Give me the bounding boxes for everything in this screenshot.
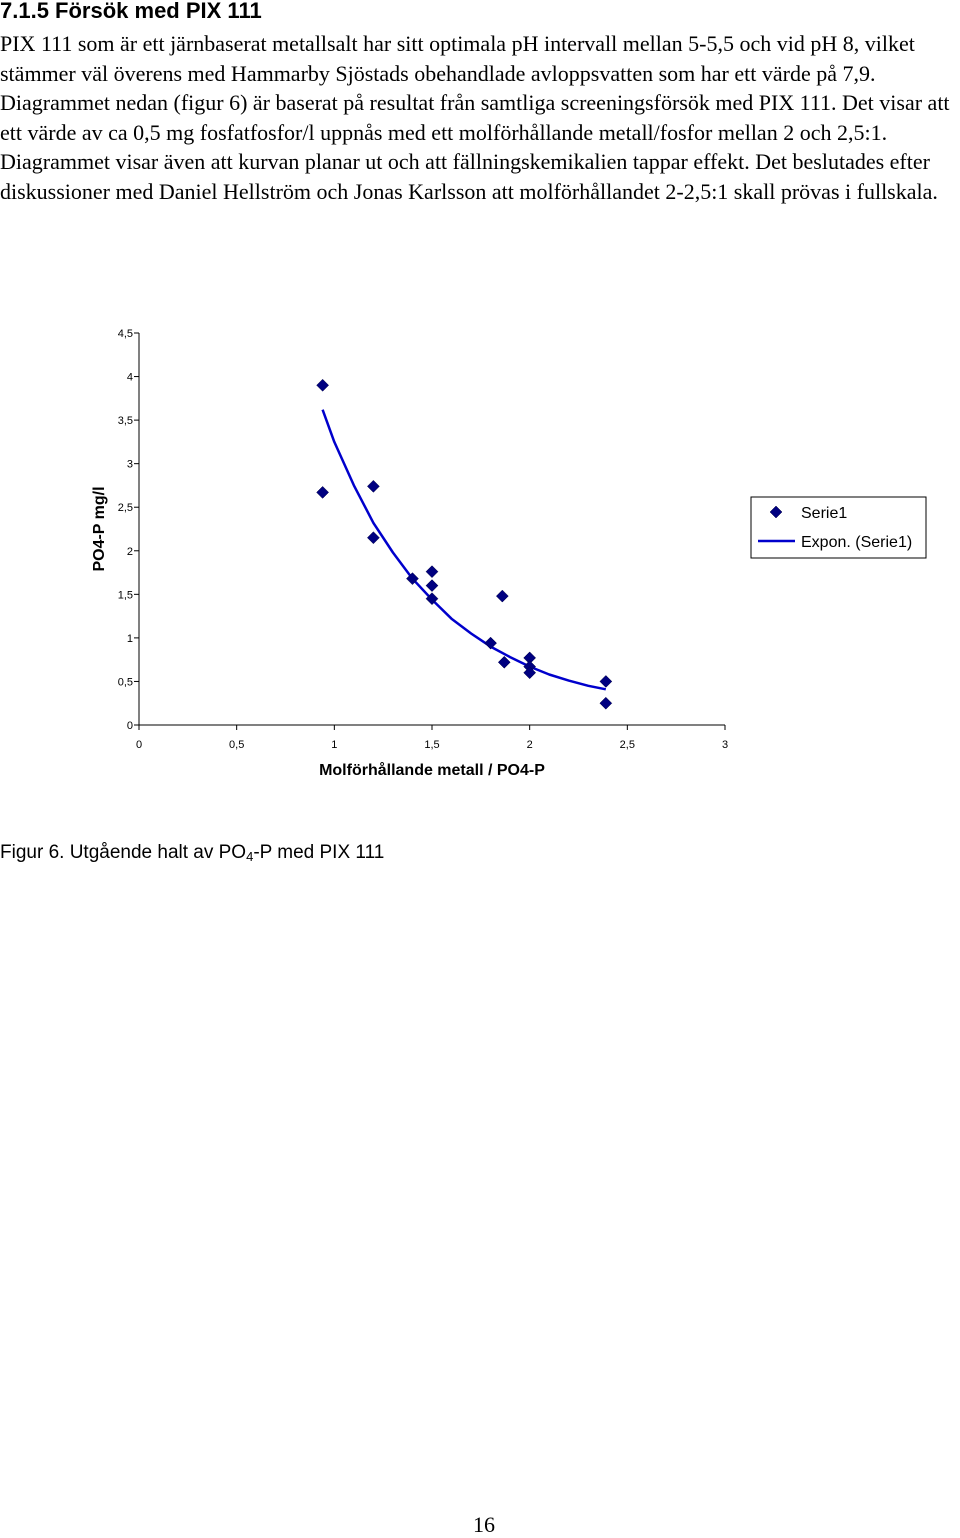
body-paragraph: PIX 111 som är ett järnbaserat metallsal… (0, 31, 950, 204)
x-tick-label: 1 (331, 739, 337, 751)
section-heading: 7.1.5 Försök med PIX 111 (0, 0, 262, 23)
x-tick-label: 2,5 (620, 739, 635, 751)
y-tick-label: 1 (127, 633, 133, 645)
legend-label-expon: Expon. (Serie1) (801, 534, 912, 551)
caption-text: Figur 6. Utgående halt av PO (0, 842, 247, 863)
y-tick-label: 3 (127, 459, 133, 471)
y-tick-label: 0 (127, 720, 133, 732)
y-axis-label: PO4-P mg/l (91, 486, 108, 571)
x-tick-label: 0 (136, 739, 142, 751)
chart-axes (134, 332, 726, 730)
x-tick-label: 2 (527, 739, 533, 751)
legend-label-serie1: Serie1 (801, 505, 847, 522)
y-tick-label: 3,5 (118, 415, 133, 427)
data-point (367, 531, 380, 545)
data-point (316, 378, 329, 392)
legend-frame (750, 496, 927, 559)
data-point (599, 675, 613, 688)
y-tick-label: 4,5 (118, 328, 133, 340)
data-point (484, 636, 497, 650)
x-tick-label: 3 (722, 739, 728, 751)
tick-labels: 0 0,5 1 1,5 2 2,5 3 3,5 4 4,5 0 0,5 1 1,5 2 2,5 3 (118, 328, 728, 751)
data-points (316, 378, 613, 710)
trendline-layer (321, 409, 607, 691)
data-point (425, 592, 439, 606)
data-point (316, 486, 329, 499)
trendline-expon (321, 409, 607, 691)
data-point (367, 479, 380, 493)
data-point (425, 565, 439, 579)
x-tick-label: 0,5 (229, 739, 244, 751)
data-point (599, 696, 613, 710)
y-tick-label: 0,5 (118, 676, 133, 688)
scatter-chart: 0 0,5 1 1,5 2 2,5 3 3,5 4 4,5 0 0,5 1 1,5 2 2,5 3 Molför… (91, 328, 927, 779)
data-point (497, 655, 511, 669)
x-axis-label: Molförhållande metall / PO4-P (319, 761, 545, 779)
data-point (406, 572, 419, 586)
caption-subscript: 4 (246, 849, 254, 864)
figure-caption: Figur 6. Utgående halt av PO4-P med PIX … (0, 842, 384, 864)
caption-text-end: -P med PIX 111 (253, 842, 385, 863)
data-point (425, 579, 439, 592)
y-tick-label: 2 (127, 546, 133, 558)
y-tick-label: 1,5 (118, 589, 133, 601)
chart-legend: Serie1 Expon. (Serie1) (750, 496, 927, 559)
data-point (523, 666, 537, 680)
legend-marker-diamond (769, 505, 783, 519)
x-tick-label: 1,5 (424, 739, 439, 751)
y-tick-label: 2,5 (118, 502, 133, 514)
page-number: 16 (473, 1512, 495, 1537)
data-point (495, 589, 509, 603)
y-tick-label: 4 (127, 372, 133, 384)
